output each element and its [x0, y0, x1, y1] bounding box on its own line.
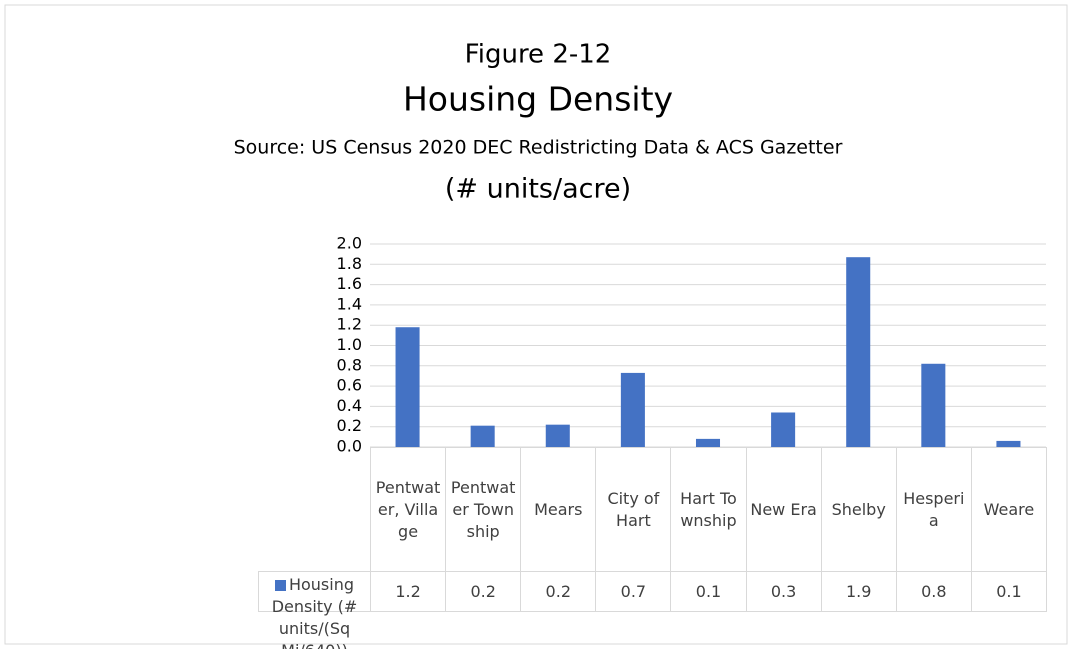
- bar: [545, 424, 570, 447]
- category-cell: Shelby: [820, 447, 897, 572]
- y-tick-label: 0.8: [337, 355, 362, 374]
- legend-entry: Housing Density (# units/(Sq Mi/640)): [262, 574, 367, 649]
- y-tick-label: 0.0: [337, 437, 362, 456]
- bar: [620, 372, 645, 447]
- value-cell: 0.2: [445, 571, 522, 612]
- value-cell: 0.3: [745, 571, 822, 612]
- figure-label: Figure 2-12: [465, 40, 612, 70]
- chart-subtitle: Source: US Census 2020 DEC Redistricting…: [234, 137, 843, 159]
- value-cell: 0.1: [970, 571, 1047, 612]
- y-tick-label: 1.8: [337, 254, 362, 273]
- bar: [846, 257, 871, 447]
- category-cell: Mears: [520, 447, 597, 572]
- bar: [921, 363, 946, 447]
- y-tick-label: 1.2: [337, 315, 362, 334]
- legend-cell: Housing Density (# units/(Sq Mi/640)): [258, 571, 371, 649]
- value-cell: 0.7: [595, 571, 672, 612]
- bar: [395, 327, 420, 447]
- category-cell: City of Hart: [595, 447, 672, 572]
- value-cell: 0.8: [895, 571, 972, 612]
- y-tick-label: 0.6: [337, 376, 362, 395]
- y-tick-label: 1.0: [337, 335, 362, 354]
- unit-label: (# units/acre): [445, 174, 631, 205]
- category-cell: Pentwater Township: [445, 447, 522, 572]
- bar: [771, 412, 796, 447]
- chart-frame: [4, 4, 1068, 645]
- legend-key: [274, 580, 286, 591]
- bar: [470, 425, 495, 447]
- category-cell: New Era: [745, 447, 822, 572]
- category-cell: Hart Township: [670, 447, 747, 572]
- legend-label: Housing Density (# units/(Sq Mi/640)): [271, 575, 358, 649]
- value-cell: 0.1: [670, 571, 747, 612]
- category-cell: Hesperia: [895, 447, 972, 572]
- y-tick-label: 2.0: [337, 234, 362, 253]
- bar: [695, 438, 721, 447]
- category-cell: Pentwater, Village: [370, 447, 447, 572]
- y-tick-label: 0.4: [337, 396, 362, 415]
- y-tick-label: 1.6: [337, 274, 362, 293]
- y-tick-label: 1.4: [337, 294, 362, 313]
- value-cell: 1.9: [820, 571, 897, 612]
- category-cell: Weare: [970, 447, 1047, 572]
- bar: [996, 440, 1021, 447]
- value-cell: 1.2: [370, 571, 447, 612]
- value-cell: 0.2: [520, 571, 597, 612]
- y-tick-label: 0.2: [337, 416, 362, 435]
- chart-title: Housing Density: [403, 80, 673, 119]
